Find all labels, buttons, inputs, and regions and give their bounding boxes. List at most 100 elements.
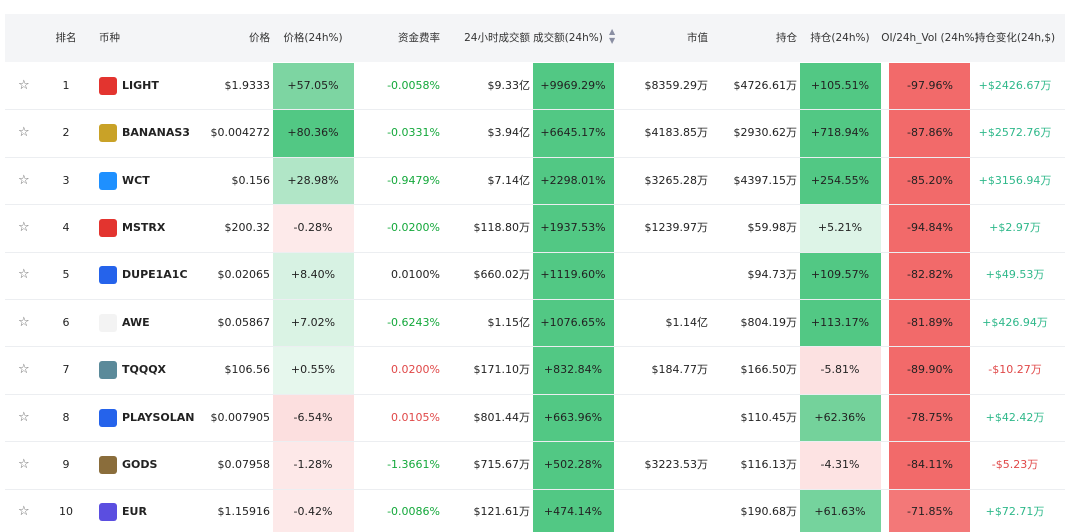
coin-name[interactable]: GODS xyxy=(122,457,158,471)
cell-text: $116.13万 xyxy=(740,457,798,471)
column-header: OI/24h_Vol (24h%) xyxy=(881,32,979,44)
cell-text: -94.84% xyxy=(907,220,953,234)
coin-name[interactable]: TQQQX xyxy=(122,363,167,377)
favorite-star[interactable]: ☆ xyxy=(18,362,30,378)
change-cell xyxy=(889,442,970,489)
cell-text: $190.68万 xyxy=(740,505,798,519)
cell-text: $166.50万 xyxy=(740,363,798,377)
favorite-star[interactable]: ☆ xyxy=(18,267,30,283)
cell-text: +6645.17% xyxy=(540,126,606,140)
cell-text: +$42.42万 xyxy=(985,410,1045,424)
table-header xyxy=(5,14,1065,62)
change-cell xyxy=(533,442,614,489)
change-cell xyxy=(800,157,881,205)
coin-name[interactable]: LIGHT xyxy=(122,78,159,92)
cell-text: -82.82% xyxy=(907,268,953,282)
coin-name[interactable]: AWE xyxy=(122,315,150,329)
coin-icon xyxy=(99,76,117,95)
change-cell xyxy=(800,205,881,252)
change-cell xyxy=(533,110,614,157)
change-cell xyxy=(889,300,970,347)
favorite-star[interactable]: ☆ xyxy=(18,314,30,330)
cell-text: +502.28% xyxy=(543,457,603,471)
favorite-star[interactable]: ☆ xyxy=(18,456,30,472)
cell-text: -87.86% xyxy=(907,126,953,140)
row-divider xyxy=(5,393,1065,395)
sort-icon[interactable]: ▲ ▼ xyxy=(609,27,616,45)
coin-name[interactable]: DUPE1A1C xyxy=(122,268,188,282)
coin-name[interactable]: PLAYSOLAN xyxy=(122,410,195,424)
change-cell xyxy=(533,394,614,442)
favorite-star[interactable]: ☆ xyxy=(18,504,30,520)
cell-text: $0.07958 xyxy=(217,457,271,471)
change-cell xyxy=(800,442,881,489)
favorite-star[interactable]: ☆ xyxy=(18,409,30,425)
cell-text: 3 xyxy=(62,173,70,187)
change-cell xyxy=(273,63,354,110)
column-header: 币种 xyxy=(99,32,120,44)
change-cell xyxy=(800,489,881,532)
cell-text: +$2572.76万 xyxy=(978,126,1052,140)
coin-name[interactable]: MSTRX xyxy=(122,220,166,234)
cell-text: 7 xyxy=(62,363,70,377)
cell-text: -89.90% xyxy=(907,363,953,377)
favorite-star[interactable]: ☆ xyxy=(18,172,30,188)
cell-text: $121.61万 xyxy=(473,505,531,519)
cell-text: 8 xyxy=(62,410,70,424)
cell-text: +62.36% xyxy=(814,410,866,424)
cell-text: +28.98% xyxy=(287,173,339,187)
cell-text: -$5.23万 xyxy=(991,457,1039,471)
cell-text: $1.15916 xyxy=(217,505,271,519)
cell-text: $7.14亿 xyxy=(487,173,531,187)
coin-icon xyxy=(99,361,117,380)
coin-name[interactable]: BANANAS3 xyxy=(122,126,190,140)
change-cell xyxy=(889,63,970,110)
cell-text: -85.20% xyxy=(907,173,953,187)
cell-text: 4 xyxy=(62,220,70,234)
column-header[interactable]: 成交额(24h%) xyxy=(533,32,603,44)
coin-icon xyxy=(99,266,117,285)
cell-text: -71.85% xyxy=(907,505,953,519)
favorite-star[interactable]: ☆ xyxy=(18,125,30,141)
row-divider xyxy=(5,299,1065,300)
cell-text: $1.15亿 xyxy=(487,315,531,329)
cell-text: -0.0058% xyxy=(387,78,440,92)
column-header: 资金费率 xyxy=(398,32,440,44)
cell-text: $0.05867 xyxy=(217,315,271,329)
coin-name[interactable]: WCT xyxy=(122,173,150,187)
cell-text: +$72.71万 xyxy=(985,505,1045,519)
row-divider xyxy=(5,204,1065,206)
cell-text: $1.9333 xyxy=(224,78,271,92)
cell-text: +2298.01% xyxy=(540,173,606,187)
cell-text: -84.11% xyxy=(907,457,953,471)
favorite-star[interactable]: ☆ xyxy=(18,219,30,235)
cell-text: +1937.53% xyxy=(540,220,606,234)
change-cell xyxy=(273,252,354,299)
cell-text: +57.05% xyxy=(287,78,339,92)
cell-text: +832.84% xyxy=(543,363,603,377)
column-header: 24小时成交额 xyxy=(464,32,530,44)
change-cell xyxy=(533,63,614,110)
column-header: 持仓(24h%) xyxy=(810,32,870,44)
change-cell xyxy=(800,347,881,394)
coin-icon xyxy=(99,455,117,474)
cell-text: +254.55% xyxy=(810,173,870,187)
change-cell xyxy=(800,300,881,347)
coin-icon xyxy=(99,313,117,332)
cell-text: +$426.94万 xyxy=(982,315,1048,329)
favorite-star[interactable]: ☆ xyxy=(18,77,30,93)
cell-text: $2930.62万 xyxy=(733,126,798,140)
cell-text: -0.0086% xyxy=(387,505,440,519)
coin-name[interactable]: EUR xyxy=(122,505,147,519)
change-cell xyxy=(800,110,881,157)
cell-text: $660.02万 xyxy=(473,268,531,282)
cell-text: $4397.15万 xyxy=(733,173,798,187)
cell-text: $4183.85万 xyxy=(644,126,709,140)
change-cell xyxy=(533,252,614,299)
cell-text: 2 xyxy=(62,126,70,140)
cell-text: $200.32 xyxy=(224,220,271,234)
cell-text: -0.0200% xyxy=(387,220,440,234)
cell-text: $804.19万 xyxy=(740,315,798,329)
coin-icon xyxy=(99,503,117,522)
cell-text: +105.51% xyxy=(810,78,870,92)
